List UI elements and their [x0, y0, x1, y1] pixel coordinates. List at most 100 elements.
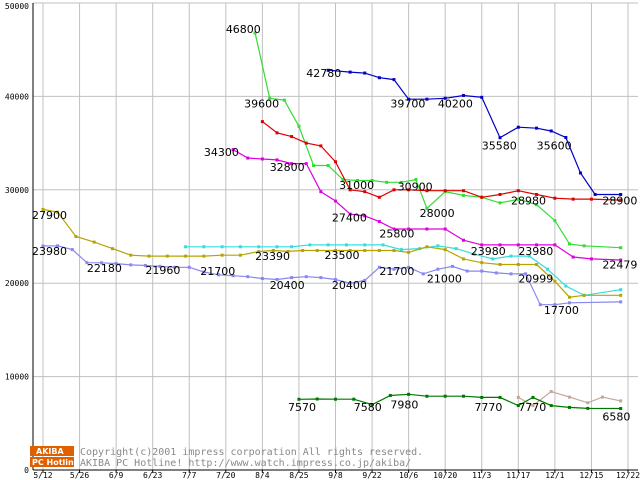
data-point [85, 261, 89, 265]
data-point [454, 247, 458, 251]
data-point [568, 395, 571, 399]
data-point [334, 277, 337, 281]
x-tick-label: 10/6 [399, 471, 418, 480]
data-point [308, 243, 312, 247]
data-point [246, 275, 250, 279]
data-point [568, 295, 571, 299]
data-point [257, 245, 261, 249]
data-point [619, 192, 623, 196]
data-point [619, 399, 623, 403]
data-point [290, 245, 294, 249]
data-point [498, 395, 502, 399]
data-point [582, 244, 586, 248]
data-point [352, 397, 356, 401]
data-point [480, 95, 484, 99]
data-point [377, 76, 381, 80]
data-point [407, 227, 411, 231]
data-point [268, 96, 272, 100]
x-tick-label: 9/8 [328, 471, 343, 480]
data-point [304, 141, 308, 145]
data-point [443, 96, 447, 100]
data-point [553, 279, 557, 283]
data-label: 28000 [420, 207, 455, 220]
data-point [480, 243, 484, 247]
data-point [220, 245, 224, 249]
data-point [271, 249, 275, 253]
axes [32, 3, 638, 473]
data-label: 7770 [518, 401, 546, 414]
data-point [461, 394, 465, 398]
data-point [74, 235, 78, 238]
x-tick-label: 11/17 [506, 471, 530, 480]
data-point [407, 250, 411, 254]
data-point [41, 207, 45, 211]
data-label: 39700 [390, 98, 425, 111]
x-tick-label: 7/7 [182, 471, 197, 480]
data-point [377, 249, 381, 253]
data-point [509, 272, 513, 276]
data-point [407, 392, 411, 396]
data-point [319, 276, 323, 280]
logo-bottom-text: PC Hotline! [32, 458, 83, 467]
data-point [363, 243, 367, 247]
data-point [370, 403, 374, 407]
data-point [472, 252, 476, 256]
data-point [392, 249, 396, 253]
data-point [586, 401, 590, 405]
data-point [341, 178, 345, 182]
data-point [399, 180, 403, 184]
x-tick-label: 6/23 [143, 471, 162, 480]
logo-box-top [30, 446, 74, 456]
data-label: 28900 [602, 195, 637, 208]
data-label: 23980 [471, 245, 506, 258]
data-point [319, 190, 323, 194]
data-label: 46800 [226, 23, 261, 36]
data-point [100, 261, 103, 265]
data-point [202, 270, 206, 274]
data-point [70, 248, 74, 252]
data-label: 7770 [474, 401, 502, 414]
data-point [516, 404, 520, 408]
data-point [355, 178, 359, 182]
data-label: 25800 [379, 227, 414, 240]
data-label: 27900 [32, 209, 67, 222]
data-label: 35580 [482, 140, 517, 153]
data-point [498, 263, 502, 267]
data-point [377, 265, 381, 269]
data-point [282, 98, 286, 102]
data-point [392, 267, 396, 271]
data-point [619, 246, 623, 250]
data-point [516, 263, 520, 267]
data-point [480, 395, 484, 399]
grid-lines [33, 2, 638, 471]
series-line [185, 244, 621, 296]
data-point [363, 278, 367, 282]
data-point [348, 212, 352, 216]
data-labels: 46800 42780 39600 39700 40200 35580 35600 34300… [32, 23, 637, 424]
data-point [231, 148, 235, 152]
data-point [619, 288, 623, 292]
data-point [498, 192, 502, 196]
data-point [257, 250, 261, 254]
data-label: 20400 [270, 279, 305, 292]
x-tick-label: 5/26 [70, 471, 89, 480]
y-tick-label: 30000 [5, 186, 29, 195]
data-point [498, 243, 502, 247]
logo-box-bottom [30, 457, 74, 467]
data-point [461, 193, 465, 197]
data-point [41, 244, 45, 248]
data-label: 28980 [511, 195, 546, 208]
data-point [377, 195, 381, 199]
data-point [480, 261, 484, 265]
data-label: 31000 [339, 179, 374, 192]
data-point [425, 245, 429, 249]
data-point [315, 397, 319, 401]
x-tick-label: 10/20 [433, 471, 457, 480]
data-point [421, 272, 425, 276]
data-label: 22180 [87, 262, 122, 275]
data-point [461, 238, 465, 242]
copyright-line-2: AKIBA PC Hotline! http://www.watch.impre… [80, 458, 411, 469]
data-label: 21000 [427, 272, 462, 285]
x-tick-label: 9/22 [362, 471, 381, 480]
data-point [516, 197, 520, 201]
